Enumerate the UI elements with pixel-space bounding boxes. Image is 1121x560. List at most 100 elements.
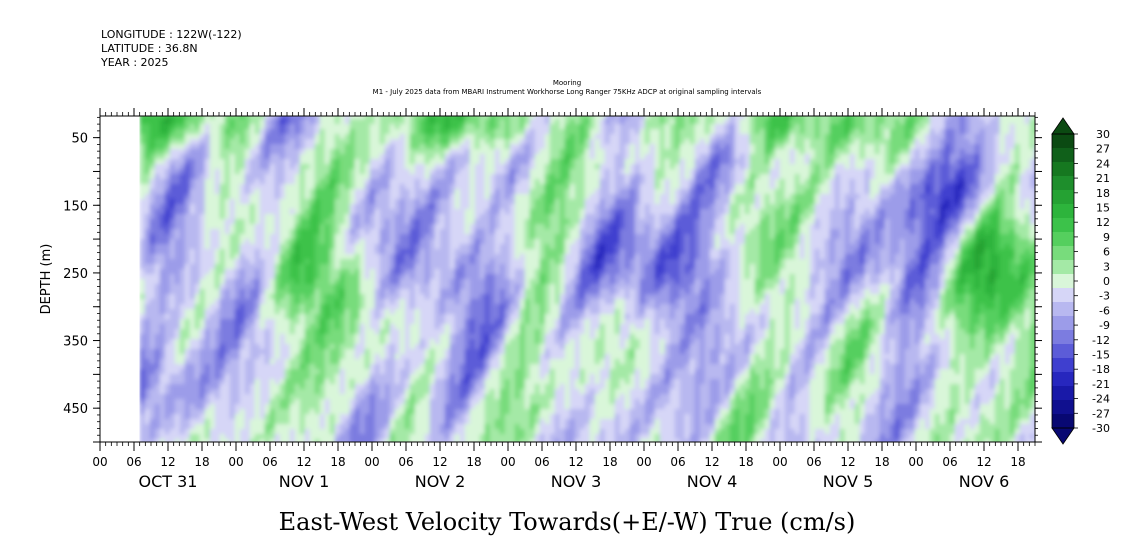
heatmap-cell [194,324,201,330]
heatmap-cell [309,289,316,295]
heatmap-cell [464,269,471,275]
heatmap-cell [144,119,151,125]
heatmap-cell [429,399,436,405]
heatmap-cell [239,234,246,240]
heatmap-cell [479,154,486,160]
heatmap-cell [179,124,186,130]
heatmap-cell [384,249,391,255]
heatmap-cell [499,174,506,180]
heatmap-cell [219,289,226,295]
heatmap-cell [164,374,171,380]
heatmap-cell [219,184,226,190]
heatmap-cell [359,159,366,165]
heatmap-cell [149,284,156,290]
heatmap-cell [459,269,466,275]
heatmap-cell [149,344,156,350]
heatmap-cell [434,234,441,240]
heatmap-cell [169,239,176,245]
heatmap-cell [279,116,286,120]
heatmap-cell [414,354,421,360]
heatmap-cell [234,154,241,160]
heatmap-cell [344,384,351,390]
heatmap-cell [179,439,186,442]
heatmap-cell [479,279,486,285]
heatmap-cell [199,419,206,425]
heatmap-cell [314,214,321,220]
heatmap-cell [454,164,461,170]
heatmap-cell [374,279,381,285]
heatmap-cell [349,194,356,200]
heatmap-cell [169,289,176,295]
heatmap-cell [369,249,376,255]
heatmap-cell [484,284,491,290]
heatmap-cell [464,314,471,320]
heatmap-cell [174,184,181,190]
heatmap-cell [194,359,201,365]
heatmap-cell [154,344,161,350]
heatmap-cell [379,209,386,215]
heatmap-cell [464,124,471,130]
heatmap-cell [464,149,471,155]
heatmap-cell [439,374,446,380]
heatmap-cell [234,264,241,270]
heatmap-cell [184,189,191,195]
heatmap-cell [339,304,346,310]
heatmap-cell [314,384,321,390]
heatmap-cell [454,224,461,230]
heatmap-cell [204,304,211,310]
heatmap-cell [404,384,411,390]
heatmap-cell [199,289,206,295]
heatmap-cell [334,379,341,385]
heatmap-cell [224,134,231,140]
heatmap-cell [229,329,236,335]
heatmap-cell [194,309,201,315]
heatmap-cell [249,349,256,355]
heatmap-cell [339,344,346,350]
heatmap-cell [354,169,361,175]
heatmap-cell [284,169,291,175]
heatmap-cell [299,194,306,200]
heatmap-cell [369,204,376,210]
heatmap-cell [339,369,346,375]
heatmap-cell [184,289,191,295]
heatmap-cell [459,274,466,280]
heatmap-cell [184,424,191,430]
heatmap-cell [239,404,246,410]
heatmap-cell [189,264,196,270]
heatmap-cell [359,234,366,240]
heatmap-cell [319,116,326,120]
heatmap-cell [344,374,351,380]
heatmap-cell [374,219,381,225]
heatmap-cell [369,129,376,135]
heatmap-cell [254,139,261,145]
heatmap-cell [249,274,256,280]
heatmap-cell [434,209,441,215]
heatmap-cell [434,369,441,375]
heatmap-cell [189,299,196,305]
heatmap-cell [144,184,151,190]
heatmap-cell [224,249,231,255]
heatmap-cell [439,234,446,240]
heatmap-cell [224,294,231,300]
heatmap-cell [164,179,171,185]
heatmap-cell [504,349,511,355]
heatmap-cell [244,124,251,130]
heatmap-cell [304,189,311,195]
heatmap-cell [479,229,486,235]
heatmap-cell [374,439,381,442]
heatmap-cell [439,179,446,185]
heatmap-cell [279,324,286,330]
heatmap-cell [309,384,316,390]
heatmap-cell [284,429,291,435]
heatmap-cell [334,384,341,390]
heatmap-cell [294,379,301,385]
heatmap-cell [264,244,271,250]
heatmap-cell [284,309,291,315]
heatmap-cell [424,274,431,280]
heatmap-cell [379,354,386,360]
heatmap-cell [204,309,211,315]
heatmap-cell [414,169,421,175]
heatmap-cell [299,264,306,270]
heatmap-cell [339,279,346,285]
heatmap-cell [319,164,326,170]
